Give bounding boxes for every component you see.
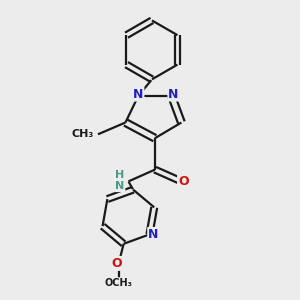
- Text: N: N: [148, 228, 159, 241]
- Text: N: N: [168, 88, 179, 100]
- Text: OCH₃: OCH₃: [105, 278, 133, 288]
- Text: CH₃: CH₃: [72, 129, 94, 139]
- Text: N: N: [133, 88, 143, 100]
- Text: O: O: [178, 175, 189, 188]
- Text: H
N: H N: [115, 169, 124, 191]
- Text: O: O: [112, 257, 122, 270]
